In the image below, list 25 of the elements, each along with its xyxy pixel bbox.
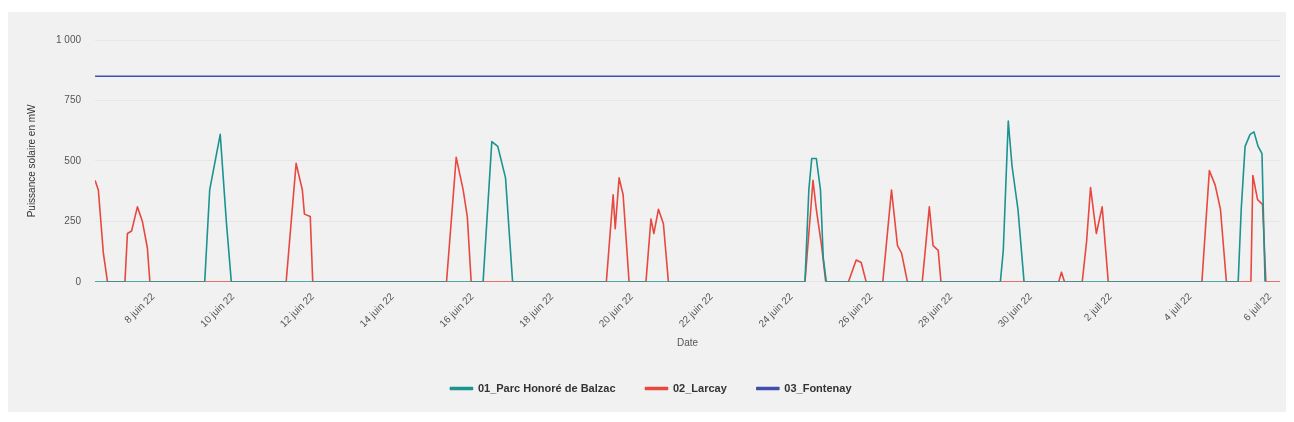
y-tick-label: 500 [64, 154, 82, 166]
x-tick-label: 2 juil 22 [1081, 290, 1115, 323]
x-tick-label: 18 juin 22 [516, 290, 556, 330]
x-tick-label: 22 juin 22 [676, 290, 716, 330]
x-tick-label: 28 juin 22 [915, 290, 955, 330]
x-axis-title: Date [676, 336, 699, 348]
x-tick-label: 8 juin 22 [122, 290, 157, 326]
y-tick-label: 750 [64, 94, 82, 106]
x-tick-label: 6 juil 22 [1241, 290, 1274, 323]
y-tick-label: 250 [64, 215, 82, 227]
y-tick-label: 1 000 [55, 33, 82, 45]
legend-label: 03_Fontenay [784, 381, 853, 394]
x-tick-label: 24 juin 22 [756, 290, 796, 330]
x-tick-label: 20 juin 22 [596, 290, 636, 330]
x-tick-label: 30 juin 22 [995, 290, 1035, 330]
x-tick-label: 4 juil 22 [1161, 290, 1194, 323]
x-tick-label: 10 juin 22 [197, 290, 237, 330]
y-tick-label: 0 [75, 275, 82, 287]
y-axis-title: Puissance solaire en mW [25, 103, 37, 218]
x-tick-label: 16 juin 22 [437, 290, 476, 330]
x-tick-label: 26 juin 22 [836, 290, 875, 330]
legend-label: 02_Larcay [673, 381, 728, 394]
x-tick-label: 14 juin 22 [357, 290, 397, 330]
x-tick-label: 12 juin 22 [277, 290, 317, 330]
legend-label: 01_Parc Honoré de Balzac [477, 381, 616, 394]
